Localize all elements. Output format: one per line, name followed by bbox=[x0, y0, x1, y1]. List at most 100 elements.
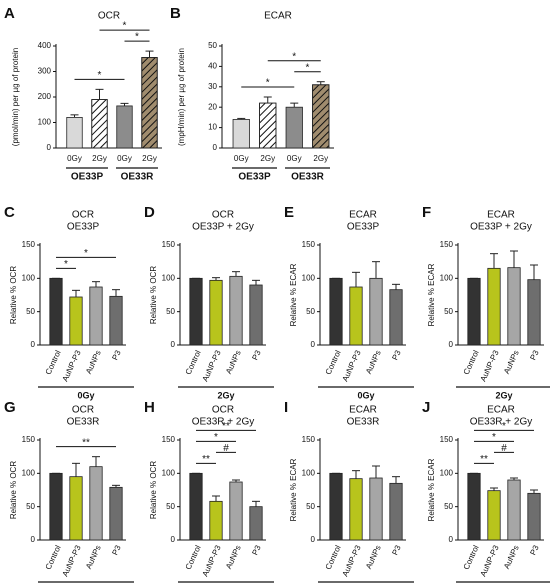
bar-hatch bbox=[312, 84, 330, 149]
y-tick-label: 50 bbox=[166, 502, 175, 511]
y-tick-label: 50 bbox=[444, 307, 453, 316]
chart-title: ECAR bbox=[349, 210, 377, 221]
bar bbox=[69, 296, 83, 346]
bar bbox=[209, 500, 223, 541]
error-bar bbox=[290, 102, 299, 108]
y-tick-label: 100 bbox=[302, 468, 316, 477]
y-tick-label: 50 bbox=[306, 502, 315, 511]
bar bbox=[467, 277, 481, 346]
error-bar bbox=[490, 253, 498, 269]
chart-subtitle: OE33P + 2Gy bbox=[470, 222, 532, 233]
panel-letter: E bbox=[284, 204, 294, 221]
y-tick-label: 0 bbox=[449, 535, 454, 544]
y-tick-label: 100 bbox=[22, 273, 36, 282]
y-tick-label: 0 bbox=[311, 340, 316, 349]
x-tick-label: Control bbox=[184, 349, 203, 376]
bar bbox=[527, 492, 541, 541]
error-bar bbox=[112, 289, 120, 297]
error-bar bbox=[263, 96, 272, 104]
panel-letter: G bbox=[4, 399, 16, 416]
y-tick-label: 150 bbox=[22, 240, 36, 249]
significance-label: * bbox=[123, 21, 127, 32]
y-tick-label: 20 bbox=[208, 102, 217, 111]
bar bbox=[507, 479, 521, 541]
y-axis-label: Relative % ECAR bbox=[427, 263, 436, 326]
bar bbox=[487, 490, 501, 541]
x-tick-label: AuNP-P3 bbox=[478, 348, 500, 383]
y-tick-label: 30 bbox=[208, 82, 217, 91]
y-tick-label: 40 bbox=[208, 62, 217, 71]
y-axis-label: Relative % OCR bbox=[149, 461, 158, 519]
x-tick-label: AuNPs bbox=[224, 544, 243, 570]
x-tick-label: P3 bbox=[390, 543, 403, 556]
chart-title: ECAR bbox=[487, 210, 515, 221]
bar bbox=[249, 506, 263, 541]
significance-label: * bbox=[306, 62, 310, 73]
x-tick-label: AuNPs bbox=[502, 544, 521, 570]
error-bar bbox=[372, 261, 380, 279]
bar bbox=[49, 277, 63, 346]
bar bbox=[109, 486, 123, 541]
y-axis-label: (pmol/min) per µg of protein bbox=[11, 48, 20, 146]
error-bar bbox=[72, 289, 80, 297]
bar bbox=[69, 476, 83, 541]
group-label: 2Gy bbox=[495, 390, 512, 400]
bar bbox=[229, 481, 243, 541]
error-bar bbox=[392, 476, 400, 484]
x-tick-label: AuNPs bbox=[502, 349, 521, 375]
significance-label: * bbox=[98, 70, 102, 81]
error-bar bbox=[70, 114, 79, 118]
y-tick-label: 100 bbox=[440, 468, 454, 477]
y-tick-label: 150 bbox=[22, 435, 36, 444]
y-tick-label: 100 bbox=[440, 273, 454, 282]
panel-letter: D bbox=[144, 204, 155, 221]
significance-label: ** bbox=[222, 421, 230, 432]
y-tick-label: 0 bbox=[213, 143, 218, 152]
y-tick-label: 100 bbox=[162, 468, 176, 477]
y-tick-label: 150 bbox=[162, 240, 176, 249]
x-tick-label: 0Gy bbox=[287, 154, 302, 163]
y-tick-label: 150 bbox=[302, 435, 316, 444]
x-tick-label: P3 bbox=[110, 543, 123, 556]
chart-title: OCR bbox=[212, 210, 234, 221]
error-bar bbox=[252, 279, 260, 285]
panel-letter: A bbox=[4, 5, 15, 22]
y-axis-label: Relative % OCR bbox=[9, 461, 18, 519]
y-tick-label: 200 bbox=[38, 92, 52, 101]
x-tick-label: AuNP-P3 bbox=[200, 543, 222, 578]
bar bbox=[109, 295, 123, 346]
y-tick-label: 100 bbox=[302, 273, 316, 282]
bar bbox=[232, 119, 250, 149]
y-tick-label: 0 bbox=[31, 535, 36, 544]
x-tick-label: Control bbox=[324, 544, 343, 571]
x-tick-label: 0Gy bbox=[234, 154, 249, 163]
x-tick-label: Control bbox=[44, 544, 63, 571]
bar bbox=[209, 279, 223, 346]
x-tick-label: 2Gy bbox=[92, 154, 107, 163]
error-bar bbox=[120, 102, 129, 106]
error-bar bbox=[212, 277, 220, 281]
bar bbox=[116, 105, 133, 149]
x-tick-label: AuNP-P3 bbox=[340, 348, 362, 383]
error-bar bbox=[95, 88, 104, 100]
bar-hatch bbox=[91, 99, 108, 149]
error-bar bbox=[490, 487, 498, 491]
x-tick-label: Control bbox=[44, 349, 63, 376]
bar bbox=[369, 277, 383, 346]
significance-label: * bbox=[84, 248, 88, 259]
error-bar bbox=[92, 281, 100, 287]
x-tick-label: P3 bbox=[250, 348, 263, 361]
bar bbox=[189, 472, 203, 541]
significance-label: # bbox=[223, 443, 229, 454]
bar bbox=[487, 267, 501, 346]
chart-subtitle: OE33P + 2Gy bbox=[192, 222, 254, 233]
error-bar bbox=[145, 50, 154, 58]
y-tick-label: 100 bbox=[22, 468, 36, 477]
y-tick-label: 0 bbox=[47, 143, 52, 152]
chart-subtitle: OE33R + 2Gy bbox=[470, 417, 533, 428]
bar-hatch bbox=[259, 102, 277, 149]
y-tick-label: 0 bbox=[449, 340, 454, 349]
x-tick-label: AuNP-P3 bbox=[60, 348, 82, 383]
panel-letter: C bbox=[4, 204, 15, 221]
error-bar bbox=[352, 470, 360, 479]
